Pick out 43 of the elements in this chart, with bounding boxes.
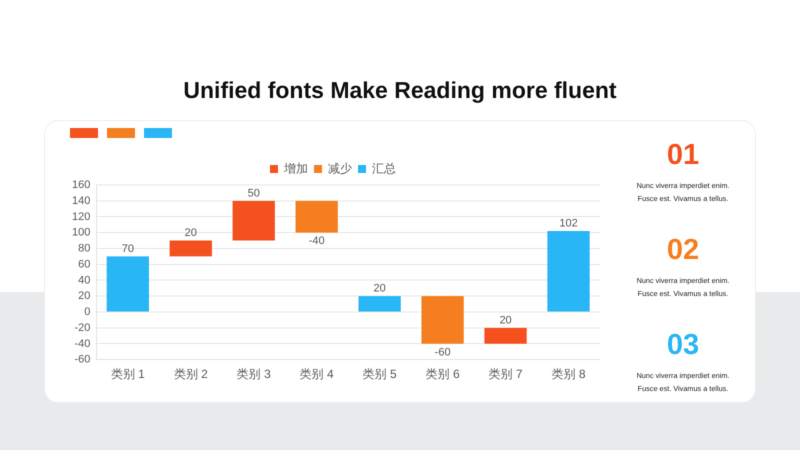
legend-label: 汇总 bbox=[372, 161, 396, 176]
x-tick-label: 类别 3 bbox=[236, 367, 272, 382]
text: 03 bbox=[666, 328, 700, 362]
data-label: 102 bbox=[559, 218, 578, 230]
y-tick-label: 160 bbox=[72, 179, 90, 192]
y-tick-label: 60 bbox=[78, 258, 90, 270]
y-tick-label: 0 bbox=[84, 306, 90, 318]
y-tick-label: -60 bbox=[74, 354, 90, 366]
data-label: -40 bbox=[308, 235, 325, 248]
x-tick-label: 类别 1 bbox=[110, 367, 146, 382]
y-tick-label: 40 bbox=[78, 274, 90, 286]
x-tick-label: 类别 4 bbox=[300, 367, 334, 382]
y-tick-label: 20 bbox=[78, 290, 90, 302]
x-tick-label: 类别 8 bbox=[552, 367, 586, 382]
x-tick-label: 类别 5 bbox=[362, 367, 397, 382]
data-label: 50 bbox=[248, 187, 260, 200]
x-tick-label: 类别 6 bbox=[426, 367, 460, 382]
bar bbox=[421, 296, 464, 344]
bar bbox=[484, 328, 527, 344]
y-tick-label: 100 bbox=[72, 226, 90, 239]
y-tick-label: 80 bbox=[78, 242, 90, 255]
text: 01 bbox=[666, 138, 700, 172]
bar bbox=[170, 240, 212, 256]
legend-label: 增加 bbox=[283, 161, 308, 176]
y-tick-label: 120 bbox=[72, 210, 90, 223]
bar bbox=[106, 256, 149, 312]
y-tick-label: 140 bbox=[72, 194, 90, 207]
data-label: -60 bbox=[434, 346, 451, 358]
text: 02 bbox=[666, 233, 700, 267]
y-tick-label: -20 bbox=[74, 322, 90, 334]
y-tick-label: -40 bbox=[74, 338, 90, 350]
x-tick-label: 类别 2 bbox=[174, 367, 208, 382]
data-label: 20 bbox=[499, 314, 512, 326]
bar bbox=[232, 200, 275, 241]
data-label: 70 bbox=[122, 242, 134, 255]
bar bbox=[358, 296, 401, 312]
data-label: 20 bbox=[374, 282, 386, 295]
bar bbox=[296, 200, 338, 233]
legend-label: 减少 bbox=[328, 161, 352, 176]
bar bbox=[547, 231, 590, 312]
data-label: 20 bbox=[184, 227, 197, 240]
x-tick-label: 类别 7 bbox=[488, 367, 523, 382]
chart-title: Unified fonts Make Reading more fluent bbox=[182, 77, 618, 104]
